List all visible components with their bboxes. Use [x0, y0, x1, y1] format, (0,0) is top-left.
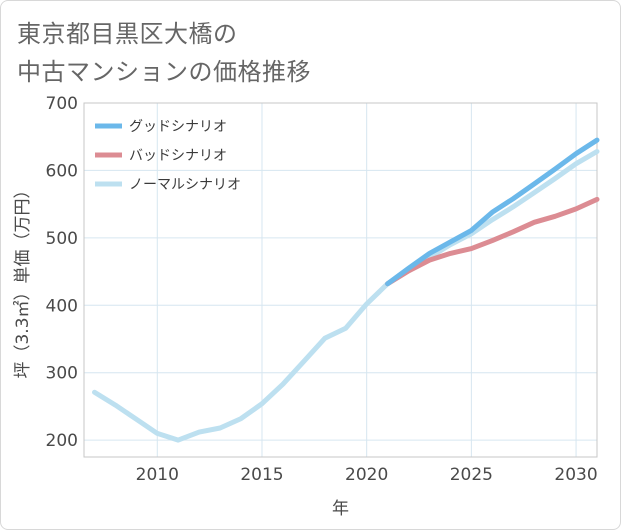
grid	[84, 102, 597, 457]
y-tick-label: 200	[46, 431, 78, 451]
x-tick-label: 2025	[450, 465, 493, 485]
y-tick-label: 500	[46, 229, 78, 249]
series-lines	[92, 137, 600, 443]
y-tick-label: 300	[46, 364, 78, 384]
y-tick-label: 700	[46, 94, 78, 114]
legend-label: バッドシナリオ	[129, 148, 227, 164]
y-axis-title: 坪（3.3㎡）単価（万円）	[13, 181, 33, 378]
x-axis-title: 年	[332, 499, 349, 519]
series-line-1	[385, 196, 600, 287]
plot-frame	[83, 102, 598, 458]
x-tick-labels: 2010 2015 2020 2025 2030	[136, 465, 598, 485]
y-tick-label: 400	[46, 296, 78, 316]
x-tick-label: 2020	[345, 465, 388, 485]
x-tick-label: 2010	[136, 465, 179, 485]
y-tick-labels: 200 300 400 500 600 700	[46, 94, 78, 451]
x-tick-label: 2015	[240, 465, 283, 485]
y-tick-label: 600	[46, 161, 78, 181]
legend-label: ノーマルシナリオ	[129, 177, 241, 193]
title-line-2: 中古マンションの価格推移	[17, 58, 311, 86]
series-line-2	[92, 149, 600, 443]
chart-title: 東京都目黒区大橋の 中古マンションの価格推移	[17, 15, 311, 91]
x-tick-label: 2030	[554, 465, 597, 485]
series-line-0	[385, 137, 600, 287]
legend-label: グッドシナリオ	[129, 119, 227, 135]
title-line-1: 東京都目黒区大橋の	[17, 20, 238, 48]
